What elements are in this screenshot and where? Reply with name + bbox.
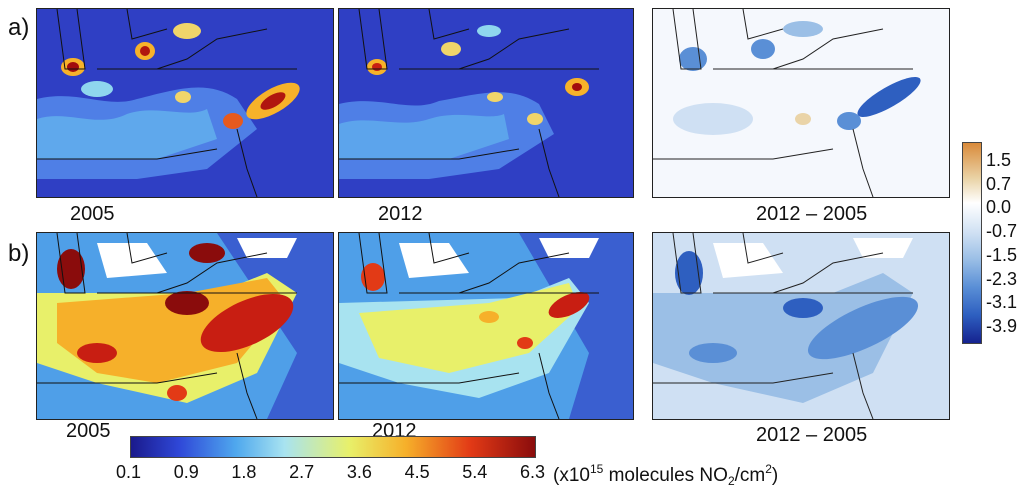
- row-label-b: b): [8, 240, 30, 267]
- concentration-tick-label: 5.4: [462, 462, 488, 482]
- caption-a-2005: 2005: [70, 203, 115, 225]
- difference-tick-label: -0.7: [986, 221, 1018, 242]
- units-close: ): [771, 465, 779, 486]
- difference-tick-label: 0.0: [986, 197, 1012, 218]
- difference-tick-label: 1.5: [986, 150, 1012, 170]
- concentration-tick-label: 0.1: [116, 462, 142, 482]
- concentration-tick-label: 6.3: [520, 462, 546, 482]
- map-b-2012-svg: [339, 233, 633, 419]
- caption-b-difference: 2012 – 2005: [756, 424, 868, 446]
- caption-a-difference: 2012 – 2005: [756, 203, 868, 225]
- map-b-difference-svg: [653, 233, 949, 419]
- concentration-tick-label: 4.5: [404, 462, 430, 482]
- map-b-2005: [36, 232, 334, 420]
- units-suffix: /cm: [734, 465, 766, 486]
- concentration-tick-label: 0.9: [173, 462, 199, 482]
- map-a-2012-svg: [339, 9, 633, 197]
- difference-tick-label: -2.3: [986, 268, 1018, 289]
- caption-b-2005: 2005: [66, 420, 111, 442]
- map-b-2012: [338, 232, 634, 420]
- difference-tick-label: -3.9: [986, 316, 1018, 336]
- row-label-a: a): [8, 14, 30, 41]
- difference-tick-label: 0.7: [986, 173, 1012, 194]
- map-a-difference-svg: [653, 9, 949, 197]
- map-a-2005: [36, 8, 334, 198]
- units-subscript: 2: [727, 474, 735, 488]
- map-a-2012: [338, 8, 634, 198]
- units-mid: molecules NO: [603, 465, 728, 486]
- units-prefix: (x10: [553, 465, 590, 486]
- caption-a-2012: 2012: [378, 203, 423, 225]
- units-exponent: 15: [589, 462, 604, 476]
- map-a-2005-svg: [37, 9, 333, 197]
- concentration-tick-label: 2.7: [289, 462, 315, 482]
- concentration-tick-label: 1.8: [231, 462, 257, 482]
- difference-colorbar: [962, 142, 982, 344]
- difference-tick-label: -3.1: [986, 292, 1018, 313]
- concentration-colorbar: [130, 436, 536, 458]
- map-b-2005-svg: [37, 233, 333, 419]
- concentration-tick-label: 3.6: [346, 462, 372, 482]
- map-a-difference: [652, 8, 950, 198]
- colorbar-units: (x1015 molecules NO2/cm2): [553, 462, 778, 488]
- difference-tick-label: -1.5: [986, 244, 1018, 265]
- map-b-difference: [652, 232, 950, 420]
- units-exponent-2: 2: [765, 462, 772, 476]
